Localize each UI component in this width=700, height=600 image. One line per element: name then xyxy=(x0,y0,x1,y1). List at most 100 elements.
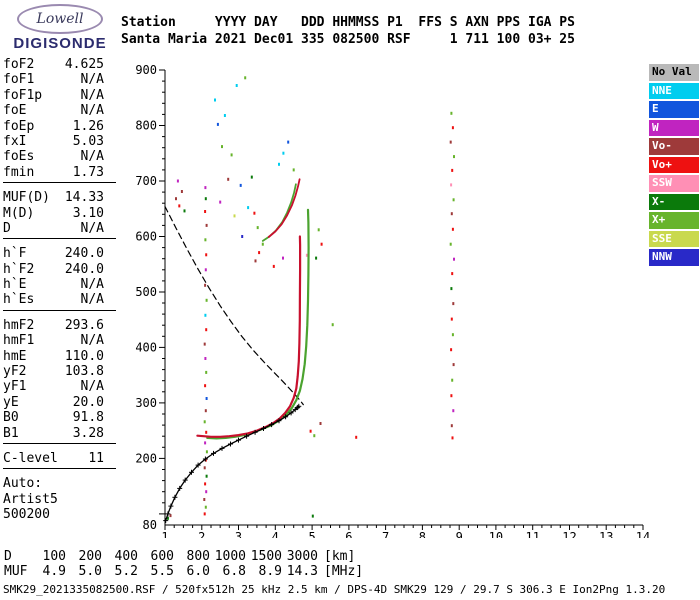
lowell-digisonde-logo: Lowell DIGISONDE xyxy=(4,2,116,54)
param-value: N/A xyxy=(80,220,104,236)
param-label: foEs xyxy=(3,149,35,165)
param-row-foes: foEs N/A xyxy=(3,149,116,164)
station-header: Station YYYY DAY DDD HHMMSS P1 FFS S AXN… xyxy=(121,14,575,48)
param-label: 500200 xyxy=(3,507,50,523)
param-label: foE xyxy=(3,103,27,119)
param-row-yf1: yF1 N/A xyxy=(3,379,116,394)
table-cell: 5.0 xyxy=(78,564,102,579)
status-line: SMK29_2021335082500.RSF / 520fx512h 25 k… xyxy=(3,583,666,596)
table-cell: 200 xyxy=(78,549,102,564)
param-label: fxI xyxy=(3,133,27,149)
y-tick-label: 700 xyxy=(135,174,157,188)
x-tick-label: 5 xyxy=(308,530,315,538)
param-group: Auto: Artist5 500200 xyxy=(3,476,116,522)
header-column-titles: Station YYYY DAY DDD HHMMSS P1 FFS S AXN… xyxy=(121,15,575,30)
legend-sse: SSE xyxy=(649,230,699,247)
param-value: 110.0 xyxy=(64,348,104,364)
param-divider xyxy=(3,309,116,311)
trace-muf-transmission-curve xyxy=(164,205,304,406)
param-label: foF1 xyxy=(3,72,35,88)
param-label: D xyxy=(3,220,11,236)
y-tick-label: 900 xyxy=(135,63,157,77)
x-tick-label: 1 xyxy=(161,530,168,538)
row-unit: [km] xyxy=(324,549,356,564)
param-row-hf: h`F 240.0 xyxy=(3,246,116,261)
echo-scatter-points xyxy=(166,76,455,520)
param-value xyxy=(104,492,116,507)
x-tick-label: 6 xyxy=(345,530,352,538)
param-row-auto: Auto: xyxy=(3,476,116,491)
legend-nnw: NNW xyxy=(649,249,699,266)
y-tick-label: 80 xyxy=(143,518,157,532)
param-label: yF2 xyxy=(3,364,27,380)
legend-nne: NNE xyxy=(649,82,699,99)
legend-ssw: SSW xyxy=(649,175,699,192)
param-value: 240.0 xyxy=(64,246,104,262)
x-tick-label: 3 xyxy=(235,530,242,538)
param-label: B1 xyxy=(3,425,19,441)
header-station-values: Santa Maria 2021 Dec01 335 082500 RSF 1 … xyxy=(121,32,575,47)
x-tick-label: 4 xyxy=(272,530,279,538)
legend-w: W xyxy=(649,119,699,136)
param-row-fof1: foF1 N/A xyxy=(3,72,116,87)
param-row-md: M(D) 3.10 xyxy=(3,206,116,221)
param-divider xyxy=(3,468,116,470)
param-row-fmin: fmin 1.73 xyxy=(3,165,116,180)
param-label: fmin xyxy=(3,164,35,180)
trace-x-trace xyxy=(206,208,310,440)
param-divider xyxy=(3,238,116,240)
legend-e: E xyxy=(649,101,699,118)
param-label: Artist5 xyxy=(3,491,58,507)
param-label: yE xyxy=(3,394,19,410)
param-row-foe: foE N/A xyxy=(3,103,116,118)
param-row-fxi: fxI 5.03 xyxy=(3,134,116,149)
y-tick-label: 300 xyxy=(135,396,157,410)
param-label: hmE xyxy=(3,348,27,364)
logo-lowell-text: Lowell xyxy=(36,11,84,27)
param-group: hmF2 293.6 hmF1 N/A hmE 110.0 yF2 103.8 yF1 N/A yE… xyxy=(3,318,116,444)
x-tick-label: 2 xyxy=(198,530,205,538)
param-value: N/A xyxy=(80,87,104,103)
trace-second-hop-x-trace xyxy=(261,183,297,242)
echo-direction-legend: No Val NNE E W Vo- Vo+ SSW X- X+ SSE NNW xyxy=(649,64,699,268)
logo-digisonde-text: DIGISONDE xyxy=(13,35,107,52)
row-unit: [MHz] xyxy=(324,564,364,579)
param-row-ye: yE 20.0 xyxy=(3,395,116,410)
param-value xyxy=(104,476,116,491)
param-value: 3.10 xyxy=(72,205,104,221)
param-label: h`F xyxy=(3,246,27,262)
y-tick-label: 800 xyxy=(135,119,157,133)
x-tick-label: 10 xyxy=(489,530,503,538)
param-value: 1.26 xyxy=(72,118,104,134)
param-value: N/A xyxy=(80,292,104,308)
param-group: foF2 4.625 foF1 N/A foF1p N/A foE N/A foEp 1.26 fx… xyxy=(3,57,116,184)
param-value: N/A xyxy=(80,277,104,293)
param-divider xyxy=(3,182,116,184)
param-group: h`F 240.0 h`F2 240.0 h`E N/A h`Es N/A xyxy=(3,246,116,311)
table-cell: 100 xyxy=(42,549,66,564)
param-value: 103.8 xyxy=(64,364,104,380)
param-label: hmF2 xyxy=(3,317,35,333)
table-cell: 6.0 xyxy=(186,564,210,579)
x-tick-label: 14 xyxy=(636,530,650,538)
param-row-hme: hmE 110.0 xyxy=(3,349,116,364)
table-cell: 6.8 xyxy=(222,564,246,579)
param-value: 14.33 xyxy=(64,190,104,206)
param-value: 240.0 xyxy=(64,261,104,277)
param-label: h`F2 xyxy=(3,261,35,277)
param-divider xyxy=(3,442,116,444)
param-row-b1: B1 3.28 xyxy=(3,426,116,441)
param-label: M(D) xyxy=(3,205,35,221)
table-row-muf: MUF 4.9 5.0 5.2 5.5 6.0 6.8 8.9 14.3 [MHz] xyxy=(4,564,363,579)
param-row-yf2: yF2 103.8 xyxy=(3,364,116,379)
param-value: 20.0 xyxy=(72,394,104,410)
param-value: N/A xyxy=(80,149,104,165)
param-group: C-level 11 xyxy=(3,451,116,470)
param-row-foep: foEp 1.26 xyxy=(3,119,116,134)
parameter-panel: foF2 4.625 foF1 N/A foF1p N/A foE N/A foEp 1.26 fx… xyxy=(3,57,116,523)
table-cell: 3000 xyxy=(286,549,318,564)
param-value: N/A xyxy=(80,333,104,349)
param-value: 293.6 xyxy=(64,317,104,333)
param-row-he: h`E N/A xyxy=(3,277,116,292)
x-tick-label: 13 xyxy=(599,530,613,538)
